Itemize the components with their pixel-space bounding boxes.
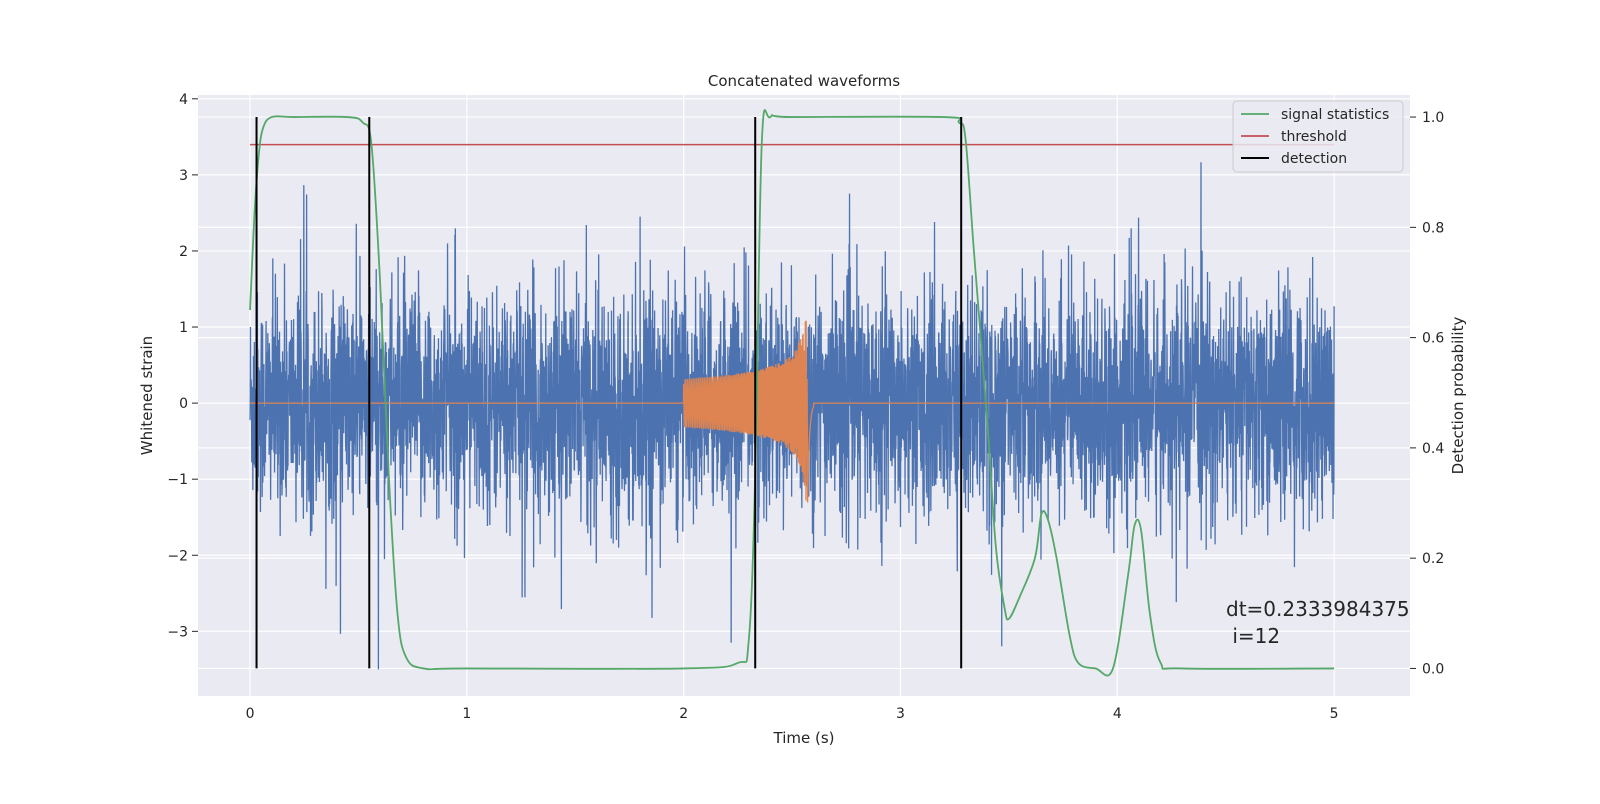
y-right-tick-label: 0.4 [1422, 441, 1444, 457]
y-right-tick-label: 0.0 [1422, 661, 1444, 677]
chart-title: Concatenated waveforms [708, 72, 900, 90]
injection-series [250, 320, 1335, 503]
y-tick-label: −3 [167, 624, 188, 640]
statistic-series [249, 109, 1335, 677]
y-right-tick-label: 0.6 [1422, 331, 1444, 347]
y-right-tick-label: 1.0 [1422, 110, 1444, 126]
x-tick-label: 1 [462, 706, 471, 722]
y-right-tick-label: 0.2 [1422, 551, 1444, 567]
x-tick-label: 0 [246, 706, 255, 722]
injection-line [250, 320, 1335, 503]
y-axis-label: Whitened strain [138, 336, 156, 455]
statistic-line [249, 109, 1335, 677]
legend-box [1232, 100, 1404, 173]
annotation-index: i=12 [1226, 624, 1280, 648]
x-tick-label: 2 [679, 706, 688, 722]
y-tick-label: 2 [179, 244, 188, 260]
y-tick-label: 3 [179, 168, 188, 184]
x-tick-label: 3 [896, 706, 905, 722]
legend-label-threshold: threshold [1281, 129, 1347, 145]
legend-label-detection: detection [1281, 151, 1347, 167]
y-tick-label: 1 [179, 320, 188, 336]
x-tick-label: 4 [1113, 706, 1122, 722]
x-tick-label: 5 [1330, 706, 1339, 722]
y-right-tick-label: 0.8 [1422, 220, 1444, 236]
legend: signal statistics threshold detection [1232, 100, 1404, 173]
y-tick-label: −2 [167, 548, 188, 564]
detection-series [255, 117, 963, 669]
x-axis-label: Time (s) [773, 729, 835, 747]
ticks: 0 1 2 3 4 5 −3 −2 −1 0 1 2 3 4 0.0 0.2 0.4 0.6 0.8 1.0 [167, 92, 1444, 722]
y-tick-label: 4 [179, 92, 188, 108]
y-axis-right-label: Detection probability [1449, 317, 1467, 475]
y-tick-label: 0 [179, 396, 188, 412]
legend-label-signal-statistics: signal statistics [1281, 107, 1389, 123]
annotation-dt: dt=0.2333984375 [1226, 597, 1410, 621]
y-tick-label: −1 [167, 472, 188, 488]
